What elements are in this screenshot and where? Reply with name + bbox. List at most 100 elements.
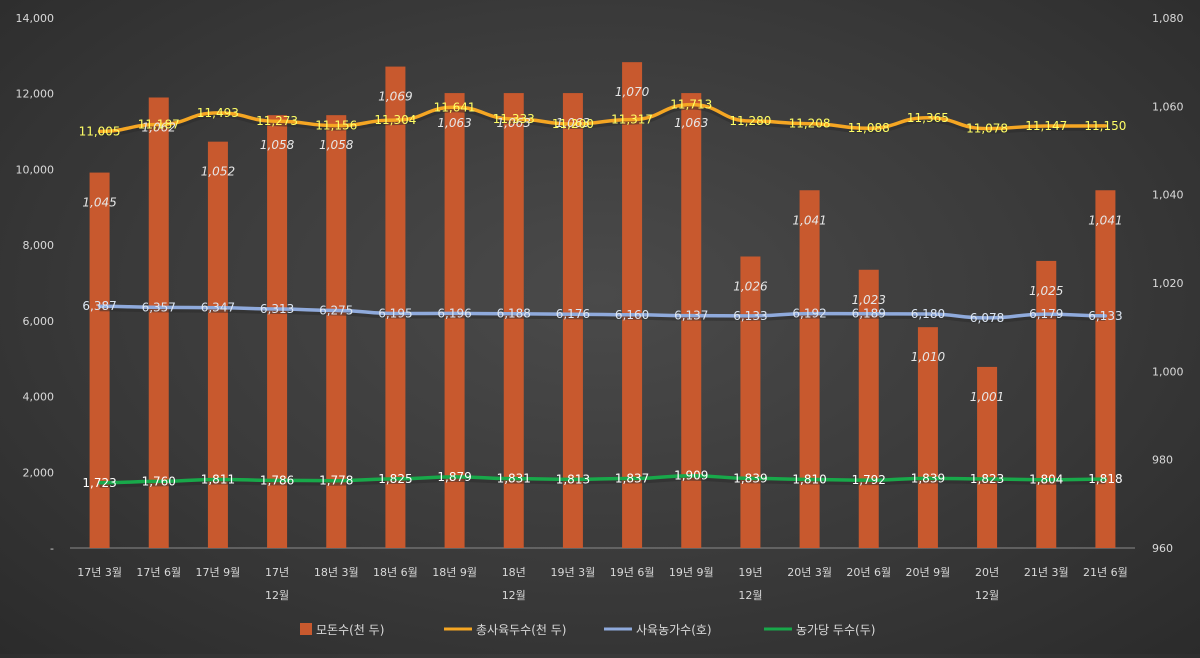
bar-data-label: 1,025 [1029,284,1063,298]
x-axis-tick-label: 12월 [502,589,526,602]
x-axis-tick-label: 17년 9월 [196,566,241,579]
legend-label: 모돈수(천 두) [316,622,384,637]
x-axis-tick-label: 19년 9월 [669,566,714,579]
line-data-label: 11,088 [848,121,890,135]
right-axis-tick: 1,040 [1152,189,1184,202]
bar [562,93,583,548]
x-axis-tick-label: 12월 [975,589,999,602]
line-data-label: 11,493 [197,106,239,120]
bar [977,366,998,548]
line-data-label: 1,760 [142,474,176,488]
bar [799,190,820,548]
bar-data-label: 1,070 [615,85,650,99]
line-data-label: 1,879 [437,470,471,484]
line-data-label: 11,078 [966,122,1008,136]
x-axis-tick-label: 20년 6월 [846,566,891,579]
left-axis-tick: 10,000 [16,163,55,176]
x-axis-tick-label: 19년 3월 [551,566,596,579]
x-axis-tick-label: 17년 6월 [136,566,181,579]
x-axis-tick-label: 17년 3월 [77,566,122,579]
bar [740,256,761,548]
bar-data-label: 1,041 [1088,213,1122,227]
bar-data-label: 1,052 [201,165,235,179]
line-data-label: 11,147 [1025,119,1067,133]
series-line-shadow [99,474,1106,488]
x-axis-tick-label: 20년 3월 [787,566,832,579]
line-data-label: 6,133 [1088,309,1122,323]
bar-data-label: 1,062 [142,121,176,135]
bar-data-label: 1,045 [82,196,116,210]
bar-data-label: 1,063 [556,116,590,130]
line-data-label: 6,357 [142,300,176,314]
bar-data-label: 1,023 [852,293,886,307]
x-axis-tick-label: 17년 [265,566,289,579]
line-data-label: 1,792 [852,473,886,487]
right-axis-tick: 1,080 [1152,12,1184,25]
line-data-label: 6,275 [319,303,353,317]
bar [89,172,110,549]
line-data-label: 11,365 [907,111,949,125]
bar-series [89,62,1116,549]
line-data-label: 6,195 [378,306,412,320]
series-line-shadow [99,305,1106,323]
series-line-shadow [99,103,1106,137]
line-data-label: 6,133 [733,309,767,323]
line-data-label: 11,641 [434,100,476,114]
right-axis-tick: 960 [1152,542,1173,555]
x-axis-tick-label: 21년 3월 [1024,566,1069,579]
line-series [97,102,1108,488]
bar [622,62,643,549]
bar [267,115,288,549]
line-data-label: 6,179 [1029,307,1063,321]
left-axis-tick: 6,000 [23,315,55,328]
x-axis-tick-label: 19년 [738,566,762,579]
bar [503,93,524,548]
line-data-label: 11,280 [729,114,771,128]
line-data-label: 11,005 [79,124,121,138]
line-data-label: 1,778 [319,474,353,488]
left-axis-tick: 14,000 [16,12,55,25]
line-data-label: 6,313 [260,302,294,316]
x-axis-tick-label: 20년 9월 [906,566,951,579]
x-axis-tick-label: 12월 [738,589,762,602]
legend-label: 사육농가수(호) [636,623,712,637]
bar-data-label: 1,026 [733,280,768,294]
bar [917,327,938,548]
line-data-label: 6,078 [970,311,1004,325]
line-data-label: 11,150 [1084,119,1126,133]
bar [1095,190,1116,548]
line-data-label: 1,839 [733,471,767,485]
bar-data-label: 1,001 [970,390,1004,404]
x-axis-tick-label: 20년 [975,566,999,579]
line-data-label: 1,837 [615,471,649,485]
line-data-label: 1,813 [556,472,590,486]
left-axis-tick: - [50,542,54,555]
line-data-label: 6,196 [437,306,471,320]
series-line [97,304,1108,320]
line-data-label: 11,317 [611,113,653,127]
bar [444,93,465,548]
line-data-label: 1,723 [82,476,116,490]
right-axis-tick: 980 [1152,454,1173,467]
line-data-label: 11,187 [138,117,180,131]
left-axis-tick: 4,000 [23,391,55,404]
right-axis-tick: 1,060 [1152,100,1184,113]
line-data-label: 6,189 [852,307,886,321]
line-data-label: 11,713 [670,98,712,112]
legend: 모돈수(천 두) 총사육두수(천 두) 사육농가수(호) 농가당 두수(두) [300,622,875,637]
line-data-label: 11,208 [789,117,831,131]
left-axis-tick: 8,000 [23,239,55,252]
line-data-label: 1,831 [497,472,531,486]
left-axis-tick: 12,000 [16,88,55,101]
line-data-label: 1,839 [911,471,945,485]
x-axis-tick-label: 18년 [502,566,526,579]
series-line [97,102,1108,134]
right-axis-tick: 1,000 [1152,365,1184,378]
legend-label: 총사육두수(천 두) [476,622,566,637]
bar-data-label: 1,069 [378,90,412,104]
left-axis-tick: 2,000 [23,466,55,479]
bar-data-label: 1,063 [497,116,531,130]
line-data-label: 6,188 [497,307,531,321]
line-data-label: 1,909 [674,469,708,483]
bar-data-label: 1,010 [911,350,946,364]
